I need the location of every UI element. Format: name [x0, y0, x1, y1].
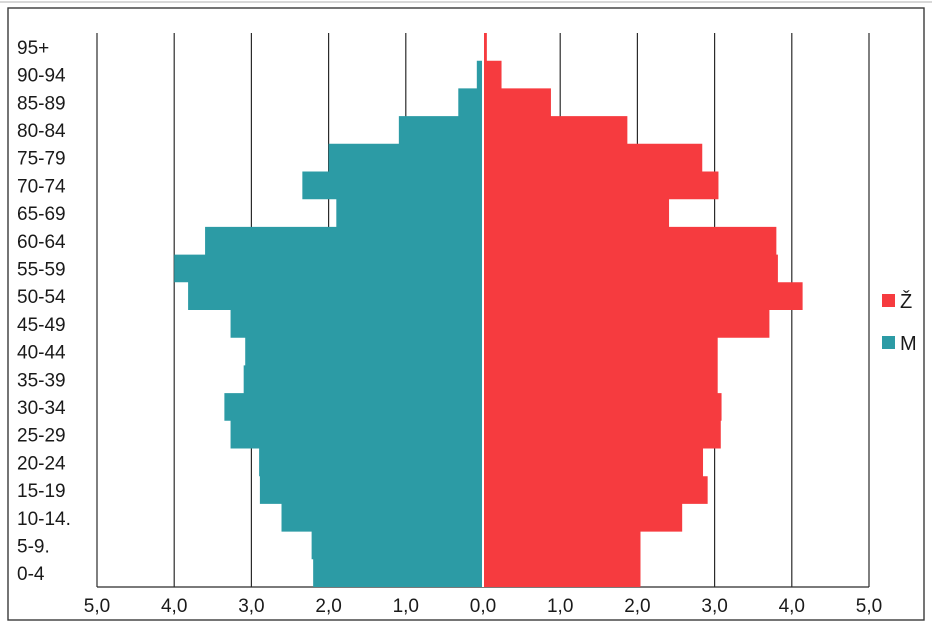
age-group-label: 95+ — [17, 38, 49, 59]
bars-layer — [174, 33, 803, 587]
age-group-label: 50-54 — [17, 287, 66, 308]
legend-swatch-muzi — [882, 336, 895, 349]
age-group-label: 30-34 — [17, 398, 66, 419]
age-group-label: 0-4 — [17, 564, 45, 585]
legend-label-muzi: M — [900, 333, 917, 355]
x-tick-label: 3,0 — [701, 596, 727, 617]
x-tick-label: 2,0 — [315, 596, 341, 617]
age-group-label: 40-44 — [17, 343, 66, 364]
x-tick-label: 1,0 — [393, 596, 419, 617]
series-muzi-bars — [174, 33, 483, 587]
age-group-label: 85-89 — [17, 93, 66, 114]
age-group-label: 45-49 — [17, 315, 66, 336]
chart-frame — [7, 7, 925, 621]
x-tick-label: 4,0 — [161, 596, 187, 617]
age-group-label: 60-64 — [17, 232, 66, 253]
age-group-label: 5-9. — [17, 536, 50, 557]
legend-label-zeny: Ž — [900, 290, 912, 313]
age-group-label: 15-19 — [17, 481, 66, 502]
x-tick-label: 5,0 — [84, 596, 110, 617]
age-group-label: 65-69 — [17, 204, 66, 225]
age-group-label: 90-94 — [17, 66, 66, 87]
age-group-label: 55-59 — [17, 259, 66, 280]
x-tick-label: 0,0 — [470, 596, 496, 617]
legend: Ž M — [882, 290, 917, 355]
series-zeny-bars — [483, 33, 803, 587]
age-group-label: 75-79 — [17, 149, 66, 170]
x-tick-label: 5,0 — [856, 596, 882, 617]
age-group-label: 70-74 — [17, 176, 66, 197]
x-tick-label: 1,0 — [547, 596, 573, 617]
age-group-label: 80-84 — [17, 121, 66, 142]
x-tick-label: 2,0 — [624, 596, 650, 617]
legend-swatch-zeny — [882, 294, 895, 307]
age-group-label: 10-14. — [17, 509, 71, 530]
age-group-label: 35-39 — [17, 370, 66, 391]
x-tick-label: 3,0 — [238, 596, 264, 617]
age-group-label: 25-29 — [17, 426, 66, 447]
age-group-label: 20-24 — [17, 453, 66, 474]
x-tick-label: 4,0 — [779, 596, 805, 617]
age-group-labels: 95+ 90-94 85-89 80-84 75-79 70-74 65-69 60-64 55… — [17, 38, 71, 585]
x-axis-tick-labels: 5,0 4,0 3,0 2,0 1,0 0,0 1,0 2,0 3,0 4,0 5,0 — [84, 596, 882, 617]
